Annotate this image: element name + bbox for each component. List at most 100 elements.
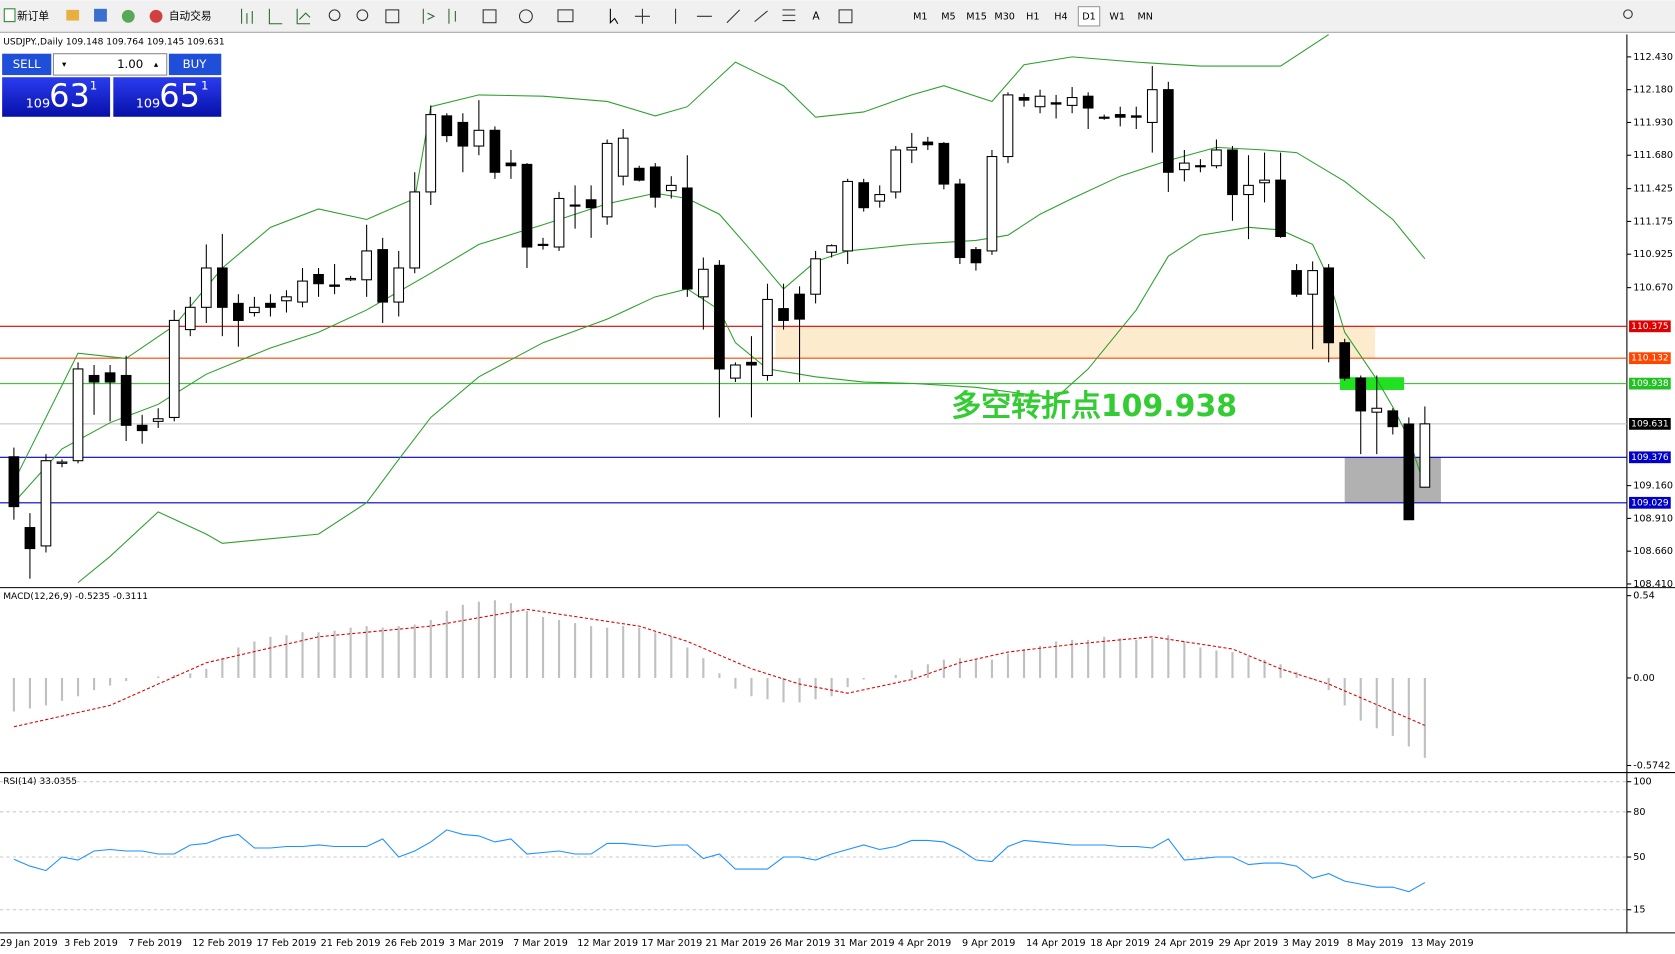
candle-body bbox=[88, 374, 100, 383]
candle-body bbox=[730, 364, 741, 379]
timeframe-button[interactable]: M15 bbox=[966, 11, 987, 22]
ask-big: 109 bbox=[136, 96, 160, 111]
candle-body bbox=[633, 167, 645, 181]
text-tool[interactable]: A bbox=[812, 9, 820, 22]
x-tick-label: 3 Mar 2019 bbox=[449, 938, 504, 949]
candle-body bbox=[104, 372, 116, 383]
candle-body bbox=[1243, 184, 1254, 196]
candle-body bbox=[1130, 115, 1142, 118]
panel-title: USDJPY.,Daily 109.148 109.764 109.145 10… bbox=[3, 37, 225, 47]
bollinger-band bbox=[13, 146, 1426, 504]
bid-main: 63 bbox=[49, 77, 90, 115]
signal-line bbox=[13, 608, 1426, 728]
candle-body bbox=[858, 182, 870, 209]
bid-pip: 1 bbox=[90, 78, 97, 92]
bid-box[interactable] bbox=[2, 77, 111, 117]
candle-body bbox=[200, 267, 212, 308]
buy-button[interactable] bbox=[168, 53, 222, 76]
timeframe-button[interactable]: W1 bbox=[1109, 11, 1125, 22]
candle-body bbox=[1066, 96, 1078, 106]
lots-up[interactable]: ▴ bbox=[154, 60, 159, 70]
candle-body bbox=[1355, 377, 1367, 412]
bid-big: 109 bbox=[26, 96, 50, 111]
candle-body bbox=[329, 284, 340, 287]
lots-down[interactable]: ▾ bbox=[62, 60, 67, 70]
x-tick-label: 12 Feb 2019 bbox=[192, 938, 252, 949]
candle-body bbox=[441, 115, 453, 137]
level-label: 110.132 bbox=[1631, 354, 1669, 364]
y-tick-label: 108.660 bbox=[1633, 546, 1673, 557]
x-tick-label: 7 Feb 2019 bbox=[128, 938, 182, 949]
sell-button[interactable] bbox=[2, 53, 52, 76]
toolbar-icon[interactable] bbox=[66, 9, 80, 21]
level-label: 109.376 bbox=[1631, 453, 1669, 463]
timeframe-button[interactable]: M1 bbox=[913, 11, 927, 22]
timeframe-button[interactable]: M5 bbox=[941, 11, 955, 22]
y-tick-label: 15 bbox=[1633, 905, 1645, 916]
candle-body bbox=[1082, 95, 1094, 109]
level-label-box bbox=[1629, 377, 1671, 390]
candle-body bbox=[1403, 423, 1415, 521]
new-order-icon[interactable] bbox=[3, 8, 16, 23]
lots-field[interactable] bbox=[52, 53, 168, 76]
panel-title: RSI(14) 33.0355 bbox=[3, 777, 77, 787]
timeframe-button[interactable]: M30 bbox=[994, 11, 1015, 22]
candle-body bbox=[537, 243, 549, 246]
active-timeframe[interactable] bbox=[1077, 6, 1101, 27]
level-label: 109.631 bbox=[1631, 419, 1669, 429]
toolbar-icon[interactable] bbox=[94, 8, 107, 22]
candle-body bbox=[457, 121, 469, 147]
candle-body bbox=[233, 302, 244, 321]
timeframe-button[interactable]: MN bbox=[1138, 11, 1153, 22]
toolbar-icon[interactable] bbox=[121, 9, 135, 23]
x-tick-label: 24 Apr 2019 bbox=[1154, 938, 1213, 949]
x-tick-label: 21 Feb 2019 bbox=[321, 938, 381, 949]
new-order-button[interactable]: 新订单 bbox=[17, 9, 49, 22]
candle-body bbox=[313, 273, 324, 285]
highlight bbox=[1339, 377, 1405, 391]
candle-body bbox=[601, 142, 613, 218]
candle-body bbox=[1227, 149, 1238, 196]
panel-title: MACD(12,26,9) -0.5235 -0.3111 bbox=[3, 592, 148, 602]
y-tick-label: 0.00 bbox=[1633, 673, 1654, 684]
x-tick-label: 9 Apr 2019 bbox=[962, 938, 1015, 949]
plot-layer: 112.430 112.180 111.930 111.680 111.425 111.1… bbox=[0, 34, 1673, 949]
candle-body bbox=[649, 166, 661, 198]
candle-body bbox=[1419, 423, 1431, 488]
candle-body bbox=[681, 187, 693, 290]
sell-label[interactable]: SELL bbox=[13, 57, 41, 71]
ask-box[interactable] bbox=[113, 77, 222, 117]
candle-body bbox=[152, 418, 164, 422]
buy-label[interactable]: BUY bbox=[183, 57, 208, 71]
candle-body bbox=[569, 204, 581, 207]
x-tick-label: 21 Mar 2019 bbox=[705, 938, 766, 949]
y-tick-label: 112.180 bbox=[1633, 85, 1673, 96]
candle-body bbox=[986, 155, 998, 252]
candle-body bbox=[1371, 407, 1383, 413]
auto-trading-button[interactable]: 自动交易 bbox=[169, 9, 212, 22]
price-panel bbox=[0, 34, 1627, 588]
y-tick-label: -0.5742 bbox=[1633, 760, 1670, 771]
trade-panel: SELL ▾ 1.00 ▴ BUY 109 63 1 109 65 1 bbox=[2, 53, 222, 117]
auto-trading-icon[interactable] bbox=[149, 9, 163, 23]
candle-body bbox=[617, 137, 629, 177]
candle-body bbox=[168, 319, 180, 418]
candle-body bbox=[553, 197, 565, 248]
level-label: 109.029 bbox=[1631, 498, 1669, 508]
candle-body bbox=[762, 298, 773, 377]
toolbar-tools[interactable] bbox=[241, 8, 1633, 25]
candle-body bbox=[1146, 89, 1158, 123]
y-tick-label: 110.925 bbox=[1633, 249, 1673, 260]
candle-body bbox=[938, 142, 950, 185]
candle-body bbox=[922, 141, 934, 146]
timeframe-button[interactable]: H1 bbox=[1026, 11, 1039, 22]
timeframe-button[interactable]: D1 bbox=[1082, 11, 1096, 22]
lots-value[interactable]: 1.00 bbox=[117, 57, 143, 71]
candle-body bbox=[585, 199, 597, 209]
candle-body bbox=[1339, 342, 1351, 379]
candle-body bbox=[1034, 95, 1046, 108]
timeframe-button[interactable]: H4 bbox=[1054, 11, 1067, 22]
candle-body bbox=[377, 249, 389, 303]
y-tick-label: 111.175 bbox=[1633, 216, 1673, 227]
